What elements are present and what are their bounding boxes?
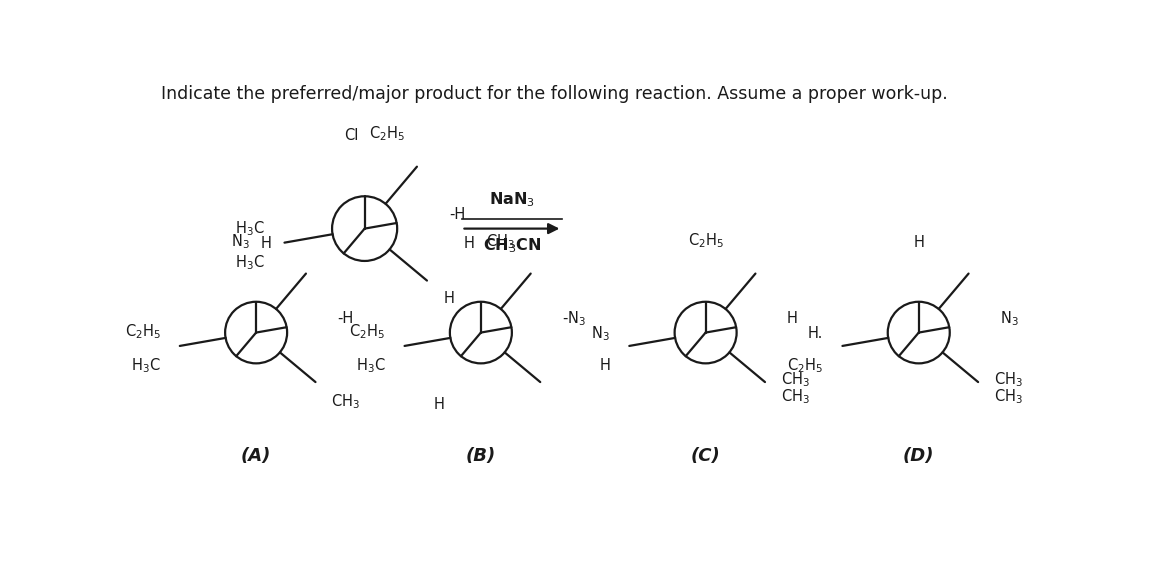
Text: H: H xyxy=(463,236,475,251)
Text: H: H xyxy=(434,396,444,412)
Text: Cl: Cl xyxy=(344,128,359,143)
Text: H$_3$C: H$_3$C xyxy=(355,356,385,375)
Text: (C): (C) xyxy=(691,447,721,465)
Text: NaN$_3$: NaN$_3$ xyxy=(489,190,535,209)
Text: CH$_3$: CH$_3$ xyxy=(994,387,1022,406)
Text: (D): (D) xyxy=(903,447,935,465)
Text: CH$_3$: CH$_3$ xyxy=(485,232,514,251)
Text: -H: -H xyxy=(450,207,466,222)
Text: H.: H. xyxy=(808,326,823,341)
Text: H: H xyxy=(913,235,925,250)
Text: -N$_3$: -N$_3$ xyxy=(562,310,585,328)
Text: H: H xyxy=(787,311,797,327)
Text: H: H xyxy=(443,292,454,306)
Text: H$_3$C: H$_3$C xyxy=(235,219,264,238)
Text: CH$_3$: CH$_3$ xyxy=(994,371,1022,389)
Text: C$_2$H$_5$: C$_2$H$_5$ xyxy=(788,356,823,375)
Text: C$_2$H$_5$: C$_2$H$_5$ xyxy=(369,125,406,143)
Text: N$_3$: N$_3$ xyxy=(999,310,1019,328)
Text: H: H xyxy=(261,236,271,251)
Text: H: H xyxy=(599,358,611,373)
Text: (B): (B) xyxy=(466,447,496,465)
Text: C$_2$H$_5$: C$_2$H$_5$ xyxy=(124,323,161,341)
Text: H$_3$C: H$_3$C xyxy=(131,356,161,375)
Text: C$_2$H$_5$: C$_2$H$_5$ xyxy=(350,323,385,341)
Text: CH$_3$: CH$_3$ xyxy=(781,387,810,406)
Text: CH$_3$: CH$_3$ xyxy=(781,371,810,389)
Text: -H: -H xyxy=(337,311,353,327)
Text: C$_2$H$_5$: C$_2$H$_5$ xyxy=(688,231,723,250)
Text: H$_3$C: H$_3$C xyxy=(235,253,264,272)
Text: CH$_3$CN: CH$_3$CN xyxy=(483,236,542,255)
Text: N$_3$: N$_3$ xyxy=(231,232,250,251)
Text: Indicate the preferred/major product for the following reaction. Assume a proper: Indicate the preferred/major product for… xyxy=(161,85,948,103)
Text: N$_3$: N$_3$ xyxy=(591,324,611,342)
Text: (A): (A) xyxy=(242,447,271,465)
Text: CH$_3$: CH$_3$ xyxy=(331,393,360,411)
